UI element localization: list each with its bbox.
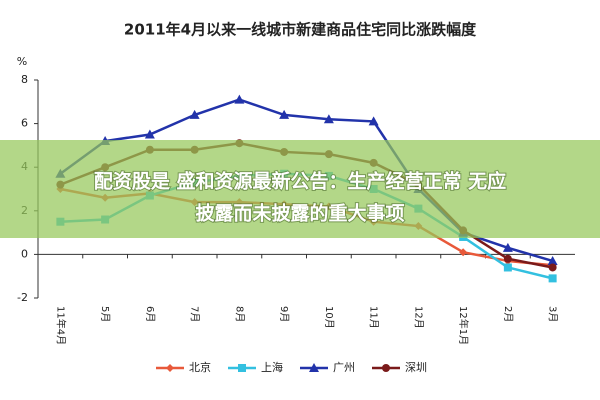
x-tick-label: 8月 [233, 306, 245, 322]
x-tick-label: 11年4月 [54, 306, 67, 345]
marker [503, 254, 512, 263]
marker [323, 114, 334, 124]
marker [547, 255, 558, 265]
x-tick-label: 2月 [502, 306, 514, 322]
marker [502, 242, 513, 252]
overlay-banner [0, 140, 600, 238]
y-axis-label: % [17, 55, 27, 68]
marker [368, 116, 379, 126]
legend-label: 上海 [261, 360, 283, 374]
legend-label: 北京 [189, 360, 211, 374]
marker [309, 363, 319, 372]
marker [548, 263, 557, 272]
marker [144, 129, 155, 139]
legend-label: 深圳 [405, 361, 427, 374]
marker [234, 94, 245, 104]
x-tick-label: 5月 [99, 306, 111, 322]
marker [382, 364, 390, 372]
marker [503, 263, 512, 272]
legend-label: 广州 [333, 361, 355, 374]
marker [238, 364, 246, 372]
x-tick-label: 11月 [368, 306, 380, 329]
x-tick-label: 12月 [412, 306, 424, 329]
marker [279, 109, 290, 119]
x-tick-label: 9月 [278, 306, 290, 322]
y-tick-label: -2 [17, 291, 28, 304]
marker [166, 364, 174, 372]
x-tick-label: 7月 [189, 306, 201, 322]
x-tick-label: 6月 [144, 306, 156, 322]
overlay-text: 披露而未披露的重大事项 [195, 202, 404, 225]
y-tick-label: 6 [21, 117, 28, 130]
x-tick-label: 10月 [323, 306, 335, 329]
marker [189, 109, 200, 119]
marker [459, 248, 468, 257]
marker [548, 274, 557, 283]
y-tick-label: 0 [21, 247, 28, 260]
overlay-text: 配资股是 盛和资源最新公告：生产经营正常 无应 [94, 170, 506, 193]
y-tick-label: 8 [21, 73, 28, 86]
x-tick-label: 12年1月 [457, 306, 470, 345]
chart-title: 2011年4月以来一线城市新建商品住宅同比涨跌幅度 [124, 21, 477, 39]
x-tick-label: 3月 [547, 306, 559, 322]
